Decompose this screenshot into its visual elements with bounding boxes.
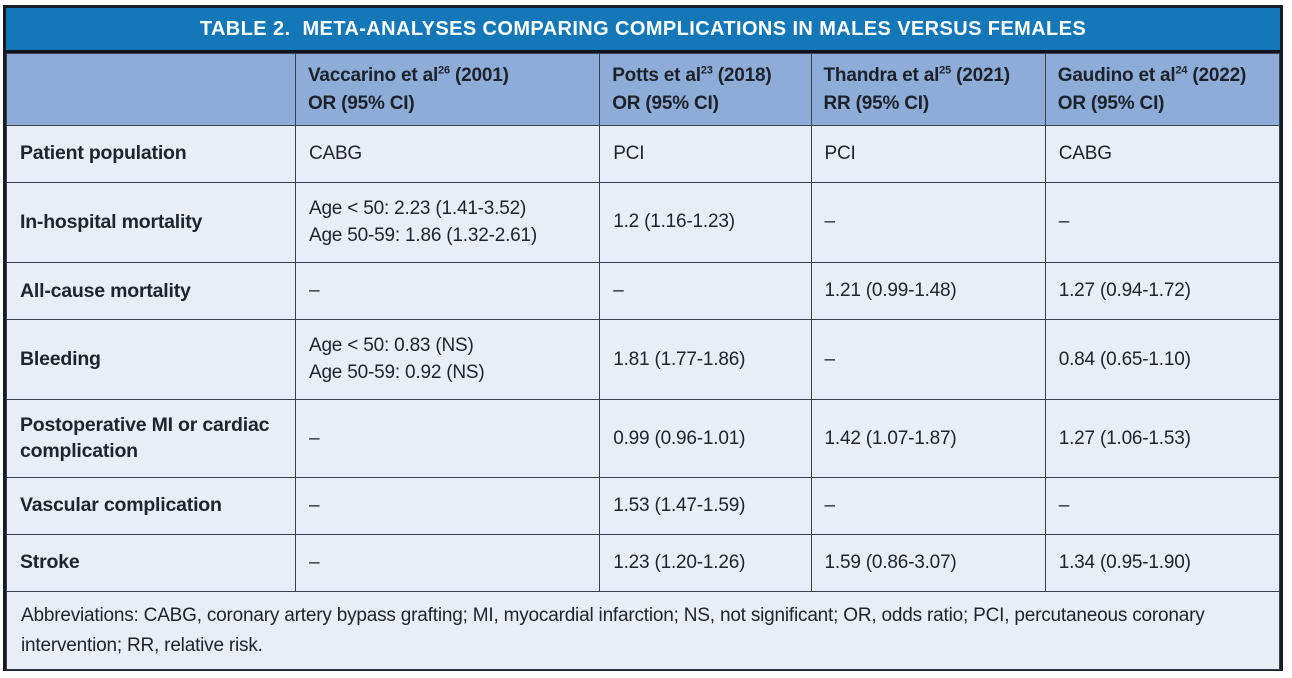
- comparison-table: Vaccarino et al26 (2001) OR (95% CI) Potts…: [6, 52, 1281, 671]
- row-label: Bleeding: [6, 319, 296, 401]
- data-cell: 0.99 (0.96-1.01): [599, 399, 812, 479]
- citation-superscript: 24: [1175, 64, 1188, 77]
- data-cell: –: [1044, 477, 1281, 536]
- row-label: Postoperative MI or cardiac complication: [6, 399, 296, 479]
- data-cell: 1.53 (1.47-1.59): [599, 477, 812, 536]
- data-cell: 1.23 (1.20-1.26): [599, 534, 812, 593]
- data-cell: –: [294, 262, 601, 321]
- footnote-row: Abbreviations: CABG, coronary artery byp…: [6, 591, 1280, 671]
- data-cell: –: [1044, 182, 1281, 264]
- header-row: Vaccarino et al26 (2001) OR (95% CI) Potts…: [6, 52, 1281, 127]
- corner-cell: [6, 52, 296, 127]
- column-header-2: Potts et al23 (2018) OR (95% CI): [599, 52, 812, 127]
- data-cell: 1.81 (1.77-1.86): [599, 319, 812, 401]
- column-header-1: Vaccarino et al26 (2001) OR (95% CI): [294, 52, 601, 127]
- study-name: Gaudino et al24 (2022): [1057, 64, 1247, 86]
- data-cell: –: [294, 399, 601, 479]
- data-cell: PCI: [810, 125, 1046, 184]
- data-cell: –: [810, 182, 1046, 264]
- row-label: In-hospital mortality: [6, 182, 296, 264]
- table-row: In-hospital mortality Age < 50: 2.23 (1.4…: [6, 182, 1281, 264]
- measure-label: OR (95% CI): [1057, 92, 1165, 114]
- table-body: Patient population CABG PCI PCI CABG In-hospi…: [6, 125, 1281, 593]
- table-header: Vaccarino et al26 (2001) OR (95% CI) Potts…: [6, 52, 1281, 127]
- data-cell: 1.42 (1.07-1.87): [810, 399, 1046, 479]
- study-name: Thandra et al25 (2021): [823, 64, 1011, 86]
- row-label: Stroke: [6, 534, 296, 593]
- study-name: Potts et al23 (2018): [612, 64, 772, 86]
- data-cell: Age < 50: 2.23 (1.41-3.52) Age 50-59: 1.8…: [294, 182, 601, 264]
- data-cell: –: [810, 319, 1046, 401]
- table-row: Patient population CABG PCI PCI CABG: [6, 125, 1281, 184]
- table-title-bar: TABLE 2. META-ANALYSES COMPARING COMPLIC…: [6, 8, 1280, 53]
- column-header-3: Thandra et al25 (2021) RR (95% CI): [810, 52, 1046, 127]
- data-cell: 1.34 (0.95-1.90): [1044, 534, 1281, 593]
- data-cell: –: [294, 534, 601, 593]
- measure-label: RR (95% CI): [823, 92, 930, 114]
- data-cell: 1.2 (1.16-1.23): [599, 182, 812, 264]
- table-row: All-cause mortality – –1.21 (0.99-1.48) 1.2…: [6, 262, 1281, 321]
- data-cell: –: [599, 262, 812, 321]
- data-cell: 1.27 (0.94-1.72): [1044, 262, 1281, 321]
- data-cell: 1.27 (1.06-1.53): [1044, 399, 1281, 479]
- table-title: META-ANALYSES COMPARING COMPLICATIONS IN…: [302, 17, 1087, 40]
- data-cell: 1.59 (0.86-3.07): [810, 534, 1046, 593]
- data-cell: CABG: [294, 125, 601, 184]
- citation-superscript: 26: [438, 64, 450, 77]
- data-cell: PCI: [599, 125, 812, 184]
- table-row: Vascular complication –1.53 (1.47-1.59) – –: [6, 477, 1281, 536]
- data-cell: Age < 50: 0.83 (NS) Age 50-59: 0.92 (NS): [294, 319, 601, 401]
- citation-superscript: 23: [700, 64, 713, 77]
- column-header-4: Gaudino et al24 (2022) OR (95% CI): [1044, 52, 1281, 127]
- study-name: Vaccarino et al26 (2001): [307, 64, 509, 86]
- table-row: Stroke –1.23 (1.20-1.26) 1.59 (0.86-3.07) 1…: [6, 534, 1281, 593]
- row-label: All-cause mortality: [6, 262, 296, 321]
- measure-label: OR (95% CI): [612, 92, 719, 114]
- data-cell: –: [810, 477, 1046, 536]
- meta-analyses-table: TABLE 2. META-ANALYSES COMPARING COMPLIC…: [3, 5, 1283, 671]
- citation-superscript: 25: [939, 64, 952, 77]
- row-label: Vascular complication: [6, 477, 296, 536]
- abbreviations-footnote: Abbreviations: CABG, coronary artery byp…: [6, 591, 1280, 671]
- data-cell: CABG: [1044, 125, 1281, 184]
- measure-label: OR (95% CI): [307, 92, 415, 114]
- data-cell: 1.21 (0.99-1.48): [810, 262, 1046, 321]
- table-row: Postoperative MI or cardiac complication…: [6, 399, 1281, 479]
- data-cell: –: [294, 477, 601, 536]
- row-label: Patient population: [6, 125, 296, 184]
- table-footer: Abbreviations: CABG, coronary artery byp…: [6, 591, 1280, 671]
- data-cell: 0.84 (0.65-1.10): [1044, 319, 1281, 401]
- table-row: Bleeding Age < 50: 0.83 (NS) Age 50-59: 0.…: [6, 319, 1281, 401]
- table-number: TABLE 2.: [199, 17, 291, 40]
